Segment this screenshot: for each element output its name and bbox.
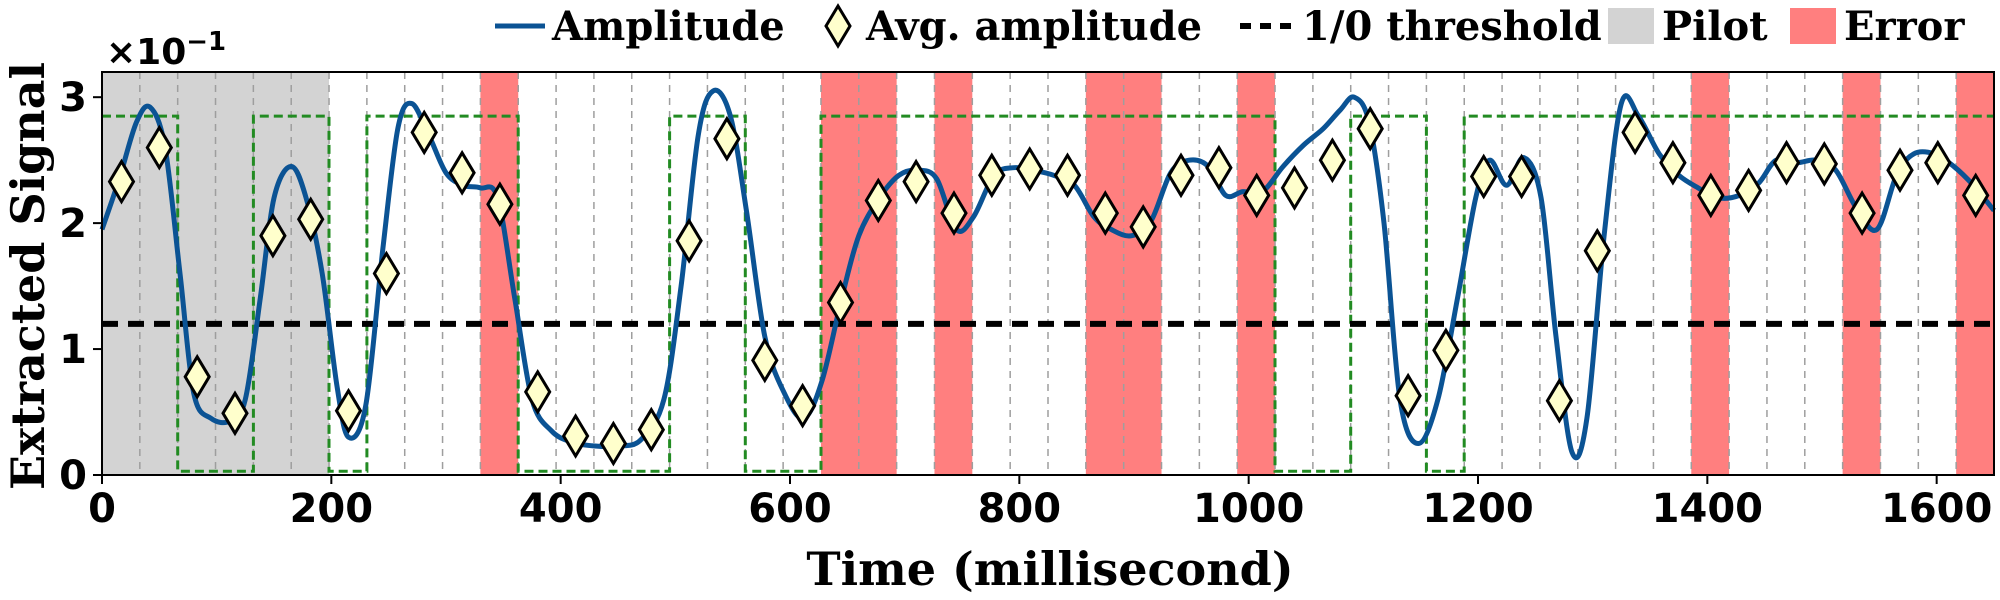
avg-amplitude-marker [1053,152,1082,199]
legend-avg-swatch [824,3,852,49]
avg-amplitude-marker [1356,105,1384,152]
legend: Amplitude Avg. amplitude 1/0 threshold P… [495,3,1965,50]
avg-amplitude-marker [826,279,855,326]
y-tick-labels: 0 1 2 3 [59,75,87,499]
avg-amplitude-marker [902,158,930,205]
y-tick-label: 0 [59,453,87,499]
avg-amplitude-marker [1659,139,1687,186]
x-tick-labels: 0 200 400 600 800 1000 1200 1400 1600 [88,486,1992,532]
avg-amplitude-marker [1242,172,1271,219]
avg-amplitude-marker [788,382,817,429]
avg-amplitude-marker [1129,203,1157,250]
avg-amplitude-marker [940,190,968,237]
avg-amplitude-marker [296,196,325,243]
avg-amplitude-marker [978,152,1006,199]
error-region [1842,72,1881,475]
avg-amplitude-marker [1432,327,1460,374]
avg-amplitude-marker [145,124,174,171]
avg-amplitude-marker [1848,190,1876,237]
amplitude-layer [99,87,1996,461]
y-multiplier: ×10−1 [106,27,226,73]
vertical-grid [139,72,1957,475]
legend-error-swatch [1790,8,1836,44]
avg-amplitude-marker [637,406,666,453]
avg-amplitude-marker [334,387,363,434]
avg-amplitude-marker [372,250,401,297]
error-region [1956,72,1994,475]
bit-decision-path [102,114,1994,473]
avg-amplitude-marker [259,212,287,259]
avg-amplitude-marker [221,390,249,437]
avg-amplitude-marker [1507,153,1536,200]
error-region [1691,72,1730,475]
x-tick-label: 200 [290,486,374,532]
legend-threshold-label: 1/0 threshold [1302,3,1602,50]
error-region [1237,72,1276,475]
avg-amplitude-marker [1205,144,1233,191]
avg-amplitude-marker [1394,372,1422,419]
avg-amplitude-marker [1810,140,1839,187]
legend-amplitude-label: Amplitude [551,3,785,50]
avg-amplitude-marker [1697,172,1725,219]
avg-amplitude-marker [410,109,438,156]
y-tick-label: 1 [59,327,87,373]
legend-error-label: Error [1844,3,1965,50]
avg-amplitude-marker [561,413,590,459]
amplitude-line [99,87,1996,461]
avg-amplitude-marker [1961,172,1990,219]
avg-amplitude-marker [751,337,779,384]
avg-amplitude-marker [1167,152,1195,199]
avg-amplitude-marker [864,177,893,224]
avg-amplitude-marker [675,217,703,264]
avg-amplitude-marker [1583,227,1612,274]
x-tick-label: 1000 [1193,486,1304,532]
x-tick-label: 1400 [1652,486,1763,532]
avg-amplitude-marker [1621,109,1649,156]
legend-pilot-label: Pilot [1662,3,1768,50]
y-exponent: −1 [186,27,226,57]
avg-amplitude-marker [1924,139,1952,186]
avg-amplitude-marker [1545,377,1574,424]
y-tick-label: 2 [59,201,87,247]
avg-amplitude-marker [523,368,552,415]
bit-decision-outline [102,114,1994,473]
avg-amplitude-marker [1280,164,1309,211]
avg-amplitude-marker [183,353,211,400]
plot-frame [101,71,1995,476]
plot-border [101,71,1995,476]
x-tick-label: 0 [88,486,116,532]
x-tick-label: 1200 [1422,486,1533,532]
avg-amplitude-marker [1015,146,1044,192]
avg-amplitude-marker [1318,137,1347,184]
avg-amplitude-marker [448,149,476,196]
x-tick-label: 1600 [1881,486,1992,532]
avg-amplitude-marker [1772,139,1801,186]
avg-amplitude-marker [1734,167,1763,214]
legend-avg-label: Avg. amplitude [865,3,1202,50]
avg-amplitude-marker [713,115,741,162]
avg-amplitude-marker [1469,153,1498,200]
legend-pilot-swatch [1608,8,1654,44]
y-axis-title: Extracted Signal [1,62,55,490]
y-tick-label: 3 [59,75,87,121]
avg-amplitude-marker [1886,147,1914,194]
x-tick-label: 600 [748,486,832,532]
avg-amplitude-marker [486,181,514,228]
ticks [93,96,1938,484]
x-tick-label: 800 [978,486,1062,532]
avg-amplitude-marker [599,420,628,467]
avg-amplitude-marker [107,158,136,205]
avg-amplitude-markers [107,105,1990,467]
avg-amplitude-marker [1091,190,1120,237]
x-tick-label: 400 [519,486,603,532]
x-axis-title: Time (millisecond) [806,542,1293,596]
error-region [934,72,973,475]
